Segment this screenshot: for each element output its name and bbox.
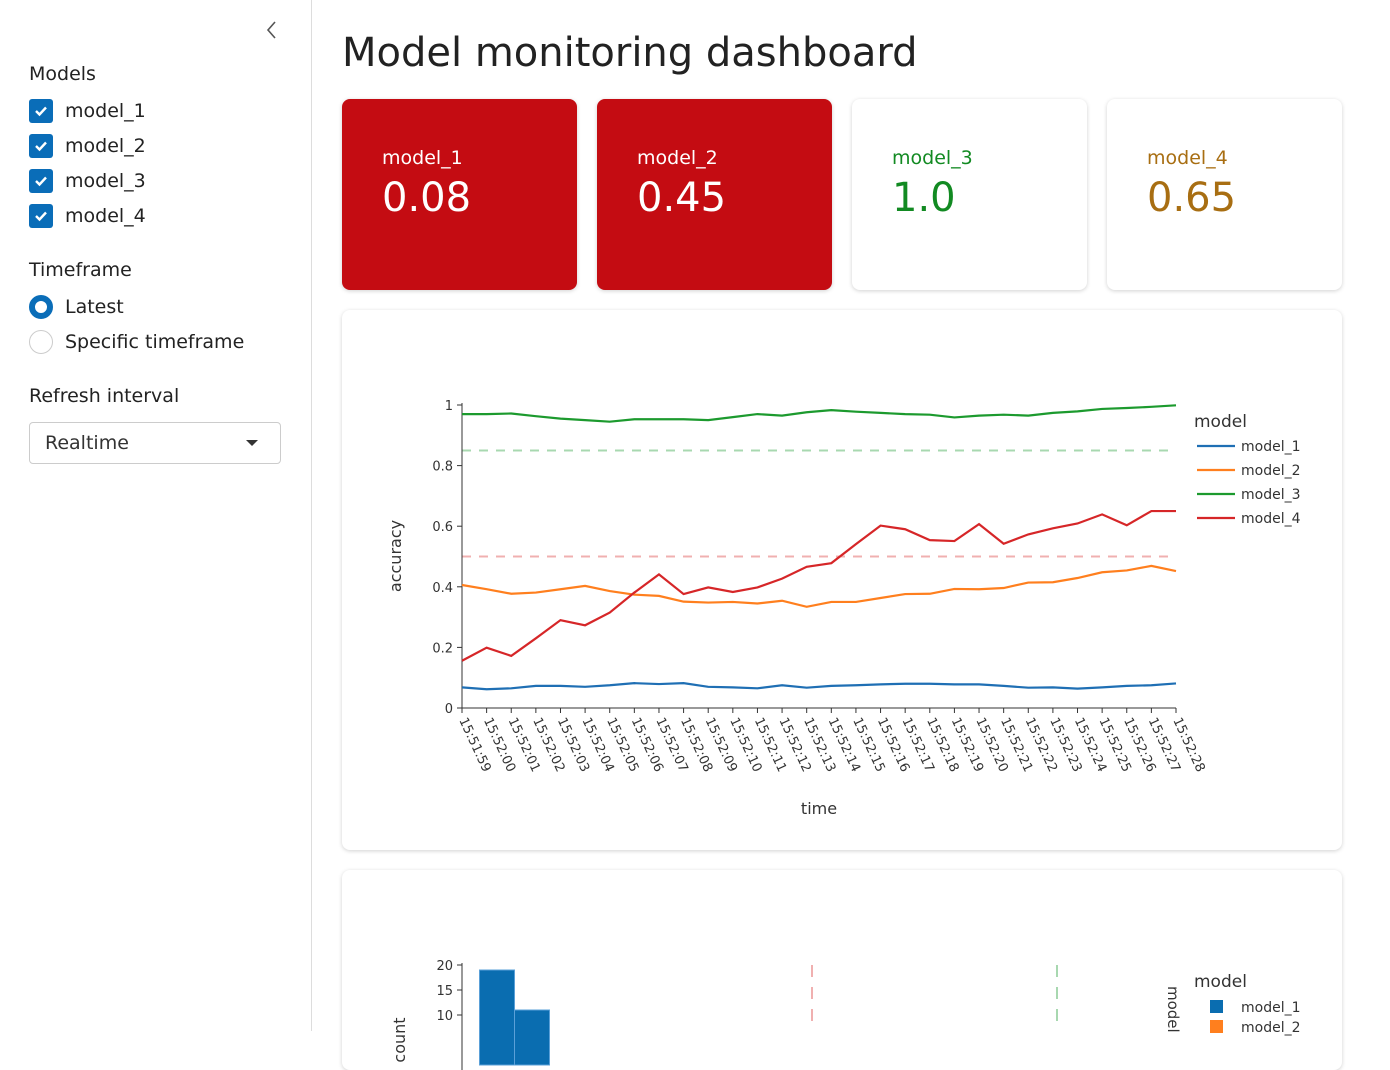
y-tick-label: 0 <box>445 702 453 717</box>
accuracy-line-chart: 00.20.40.60.8115:51:5915:52:0015:52:0115… <box>386 399 1301 818</box>
checkbox-checked-icon <box>29 204 53 228</box>
legend-swatch <box>1210 1000 1223 1013</box>
facet-label: model <box>1164 986 1182 1033</box>
series-line-model_1 <box>461 682 1177 691</box>
timeframe-title: Timeframe <box>29 259 132 281</box>
kpi-card-model_1: model_1 0.08 <box>342 99 577 290</box>
histogram-chart-card: 10 15 20 model_1 model_2 model model count <box>342 870 1342 1070</box>
timeframe-radio-specific[interactable]: Specific timeframe <box>29 329 244 355</box>
legend-item: model_1 <box>1241 439 1301 455</box>
checkbox-checked-icon <box>29 134 53 158</box>
radio-unselected-icon <box>29 330 53 354</box>
y-tick-label: 20 <box>436 959 453 974</box>
y-tick-label: 0.4 <box>432 581 453 596</box>
refresh-interval-value: Realtime <box>45 432 129 454</box>
x-axis-label: time <box>801 799 837 818</box>
model-checkbox-2[interactable]: model_2 <box>29 133 146 159</box>
series-line-model_2 <box>461 564 1177 608</box>
models-title: Models <box>29 63 96 85</box>
collapse-sidebar-button[interactable] <box>262 18 282 42</box>
model-checkbox-label: model_3 <box>65 170 146 192</box>
kpi-value: 0.45 <box>637 175 727 221</box>
timeframe-radio-label: Latest <box>65 296 124 318</box>
y-tick-label: 15 <box>436 984 453 999</box>
checkbox-checked-icon <box>29 169 53 193</box>
y-tick-label: 10 <box>436 1009 453 1024</box>
model-checkbox-3[interactable]: model_3 <box>29 168 146 194</box>
accuracy-chart-card: 0 0.2 0.4 0.6 0.8 1 15:51:59 15:52:00 15:52:01 15… <box>342 310 1342 850</box>
kpi-value: 0.65 <box>1147 175 1237 221</box>
chevron-left-icon <box>266 21 276 39</box>
legend-title: model <box>1194 412 1247 432</box>
legend-swatch <box>1210 1020 1223 1033</box>
y-tick-label: 0.2 <box>432 641 453 656</box>
model-checkbox-label: model_1 <box>65 100 146 122</box>
kpi-value: 1.0 <box>892 175 956 221</box>
y-tick-label: 0.6 <box>432 520 453 535</box>
accuracy-histogram-chart: 10 15 20 model_1 model_2 model model count <box>390 959 1301 1070</box>
legend-title: model <box>1194 972 1247 992</box>
kpi-label: model_2 <box>637 147 718 169</box>
legend-item: model_2 <box>1241 463 1301 479</box>
sidebar: Models model_1 model_2 model_3 model_4 Time… <box>0 0 312 1031</box>
series-line-model_3 <box>462 404 1177 423</box>
histogram-bar <box>514 1009 550 1066</box>
legend-item: model_1 <box>1241 1000 1301 1016</box>
model-checkbox-4[interactable]: model_4 <box>29 203 146 229</box>
model-checkbox-label: model_2 <box>65 135 146 157</box>
kpi-value: 0.08 <box>382 175 472 221</box>
y-tick-label: 1 <box>445 399 453 414</box>
kpi-label: model_1 <box>382 147 463 169</box>
kpi-card-model_4: model_4 0.65 <box>1107 99 1342 290</box>
caret-down-icon <box>246 440 258 446</box>
radio-selected-icon <box>29 295 53 319</box>
kpi-card-model_3: model_3 1.0 <box>852 99 1087 290</box>
kpi-label: model_3 <box>892 147 973 169</box>
timeframe-radio-latest[interactable]: Latest <box>29 294 124 320</box>
histogram-bar <box>479 969 515 1066</box>
y-axis-label: accuracy <box>386 520 405 592</box>
legend-item: model_2 <box>1241 1020 1301 1036</box>
legend-item: model_4 <box>1241 511 1301 527</box>
model-checkbox-1[interactable]: model_1 <box>29 98 146 124</box>
kpi-card-model_2: model_2 0.45 <box>597 99 832 290</box>
refresh-interval-select[interactable]: Realtime <box>29 422 281 464</box>
y-tick-label: 0.8 <box>432 460 453 475</box>
timeframe-radio-label: Specific timeframe <box>65 331 245 353</box>
refresh-interval-title: Refresh interval <box>29 385 180 407</box>
model-checkbox-label: model_4 <box>65 205 146 227</box>
y-axis-label: count <box>390 1017 409 1062</box>
series-line-model_4 <box>461 509 1176 662</box>
legend-item: model_3 <box>1241 487 1301 503</box>
page-title: Model monitoring dashboard <box>342 30 918 76</box>
kpi-label: model_4 <box>1147 147 1228 169</box>
checkbox-checked-icon <box>29 99 53 123</box>
